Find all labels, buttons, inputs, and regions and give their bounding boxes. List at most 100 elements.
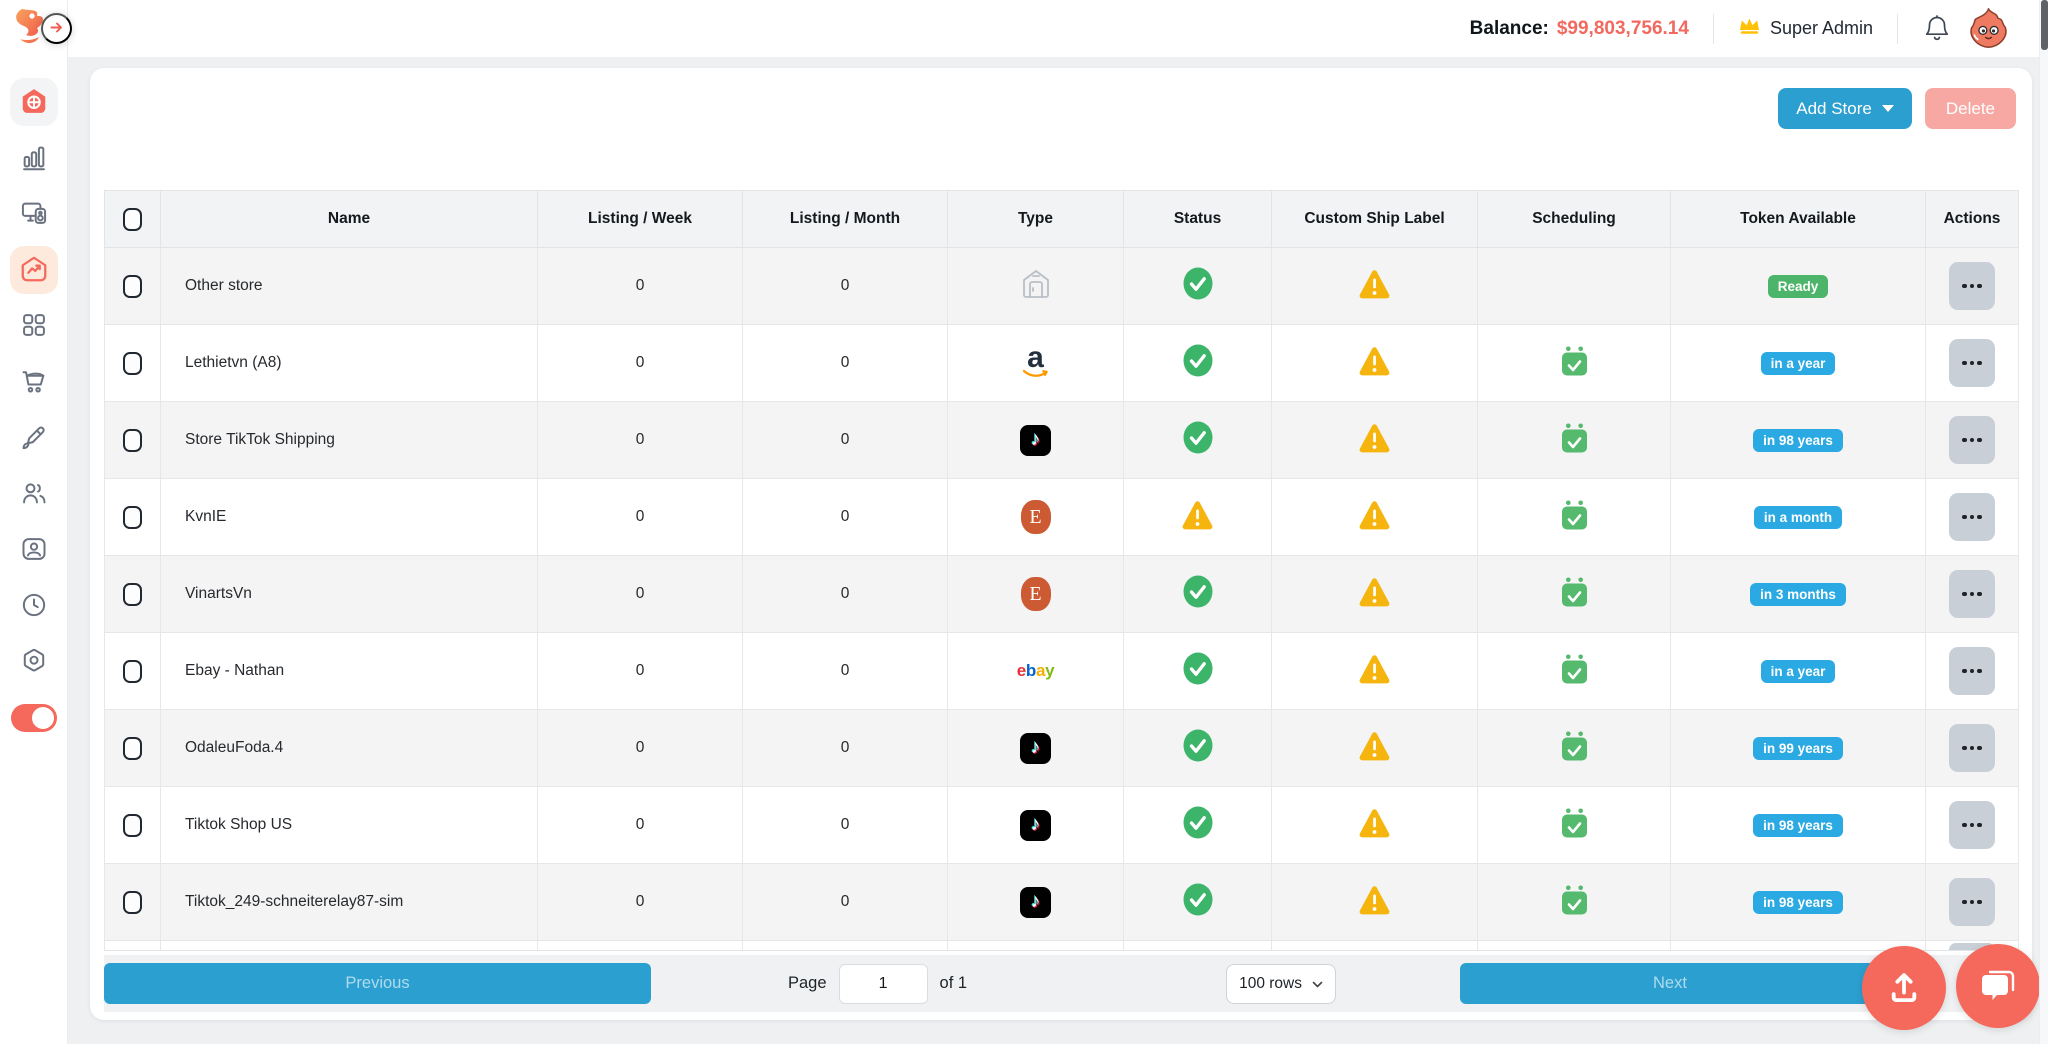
table-row: Tiktok Shop US 0 0 ♪ in 98 years <box>104 786 2019 864</box>
sidebar-toggle-switch[interactable] <box>11 704 57 732</box>
store-name: Ebay - Nathan <box>160 632 538 710</box>
sidebar-menu <box>0 78 68 732</box>
row-checkbox[interactable] <box>123 505 142 529</box>
calendar-check-icon <box>1561 885 1588 919</box>
col-header-custom-ship-label: Custom Ship Label <box>1271 190 1478 248</box>
col-header-name: Name <box>160 190 538 248</box>
row-actions-button[interactable] <box>1949 570 1995 618</box>
listing-month-value: 0 <box>742 709 948 787</box>
chevron-down-icon <box>1881 105 1894 112</box>
listing-week-value: 0 <box>537 709 743 787</box>
calendar-check-icon <box>1561 731 1588 765</box>
sidebar-item-billing[interactable] <box>10 190 58 238</box>
divider <box>1712 13 1714 44</box>
row-checkbox[interactable] <box>123 274 142 298</box>
row-checkbox[interactable] <box>123 428 142 452</box>
row-actions-button[interactable] <box>1949 262 1995 310</box>
sidebar-item-history[interactable] <box>10 582 58 630</box>
table-header-row: Name Listing / Week Listing / Month Type Sta… <box>104 190 2019 248</box>
sidebar-item-profile[interactable] <box>10 526 58 574</box>
row-checkbox[interactable] <box>123 890 142 914</box>
device-pay-icon <box>20 199 48 230</box>
sidebar-item-orders[interactable] <box>10 358 58 406</box>
delete-button[interactable]: Delete <box>1924 88 2016 129</box>
ebay-icon: ebay <box>1016 661 1055 680</box>
calendar-check-icon <box>1561 346 1588 380</box>
notifications-bell-icon[interactable] <box>1922 14 1952 44</box>
page-of-label: of 1 <box>939 974 968 992</box>
check-icon <box>1183 421 1213 458</box>
chevron-down-icon <box>1312 975 1323 993</box>
chat-fab-button[interactable] <box>1956 944 2040 1028</box>
store-name: Lethietvn (A8) <box>160 324 538 402</box>
table-row: Tiktok_249-schneiterelay87-sim 0 0 ♪ in 98 y… <box>104 863 2019 941</box>
col-header-status: Status <box>1123 190 1272 248</box>
user-role: Super Admin <box>1738 16 1873 41</box>
sidebar-item-settings[interactable] <box>10 638 58 686</box>
row-actions-button[interactable] <box>1949 647 1995 695</box>
col-header-token-available: Token Available <box>1670 190 1926 248</box>
token-badge: in a year <box>1760 351 1836 375</box>
add-store-button[interactable]: Add Store <box>1778 88 1912 129</box>
check-icon <box>1183 729 1213 766</box>
etsy-icon: E <box>1020 500 1051 534</box>
token-badge: in 3 months <box>1750 582 1846 606</box>
table-row: OdaleuFoda.4 0 0 ♪ in 99 years <box>104 709 2019 787</box>
row-checkbox[interactable] <box>123 813 142 837</box>
sidebar-item-stores[interactable] <box>10 246 58 294</box>
token-badge: in a year <box>1760 659 1836 683</box>
sidebar-item-apps[interactable] <box>10 302 58 350</box>
tiktok-icon: ♪ <box>1020 886 1051 918</box>
check-icon <box>1183 267 1213 304</box>
sidebar-item-members[interactable] <box>10 470 58 518</box>
warning-icon <box>1358 500 1391 534</box>
listing-week-value: 0 <box>537 632 743 710</box>
row-checkbox[interactable] <box>123 351 142 375</box>
store-name: OdaleuFoda.4 <box>160 709 538 787</box>
home-globe-icon <box>19 86 49 119</box>
sidebar-item-analytics[interactable] <box>10 134 58 182</box>
table-row: Store TikTok Shipping 0 0 ♪ in 98 years <box>104 401 2019 479</box>
tiktok-icon: ♪ <box>1020 732 1051 764</box>
row-checkbox[interactable] <box>123 736 142 760</box>
sidebar-expand-button[interactable] <box>41 13 72 44</box>
row-actions-button[interactable] <box>1949 801 1995 849</box>
page-indicator: Page of 1 <box>788 963 968 1004</box>
listing-month-value: 0 <box>742 478 948 556</box>
row-actions-button[interactable] <box>1949 416 1995 464</box>
sidebar-item-home[interactable] <box>10 78 58 126</box>
select-all-checkbox[interactable] <box>123 207 142 231</box>
row-actions-button[interactable] <box>1949 878 1995 926</box>
cart-icon <box>20 367 48 398</box>
page-number-input[interactable] <box>838 963 928 1004</box>
partially-visible-row <box>104 940 2019 951</box>
stores-table: Name Listing / Week Listing / Month Type Sta… <box>104 190 2019 951</box>
calendar-check-icon <box>1561 577 1588 611</box>
row-checkbox[interactable] <box>123 582 142 606</box>
vertical-scrollbar[interactable] <box>2039 0 2048 1044</box>
row-actions-button[interactable] <box>1949 339 1995 387</box>
upload-icon <box>1885 968 1923 1009</box>
check-icon <box>1183 883 1213 920</box>
next-page-button[interactable]: Next <box>1459 963 1880 1004</box>
row-actions-button[interactable] <box>1949 493 1995 541</box>
user-avatar[interactable] <box>1966 6 2011 51</box>
row-checkbox[interactable] <box>123 659 142 683</box>
col-header-type: Type <box>947 190 1124 248</box>
store-name: KvnIE <box>160 478 538 556</box>
scrollbar-thumb[interactable] <box>2041 0 2048 50</box>
previous-page-button[interactable]: Previous <box>104 963 651 1004</box>
row-actions-button[interactable] <box>1949 724 1995 772</box>
token-badge: in 98 years <box>1753 890 1843 914</box>
rows-per-page-select[interactable]: 100 rows <box>1226 963 1336 1004</box>
warning-icon <box>1358 269 1391 303</box>
crown-icon <box>1738 16 1761 41</box>
check-icon <box>1183 344 1213 381</box>
amazon-icon: a <box>1022 343 1049 378</box>
app-logo-flame-icon <box>8 7 50 56</box>
col-header-actions: Actions <box>1925 190 2019 248</box>
sidebar-item-design[interactable] <box>10 414 58 462</box>
upload-fab-button[interactable] <box>1862 946 1946 1030</box>
